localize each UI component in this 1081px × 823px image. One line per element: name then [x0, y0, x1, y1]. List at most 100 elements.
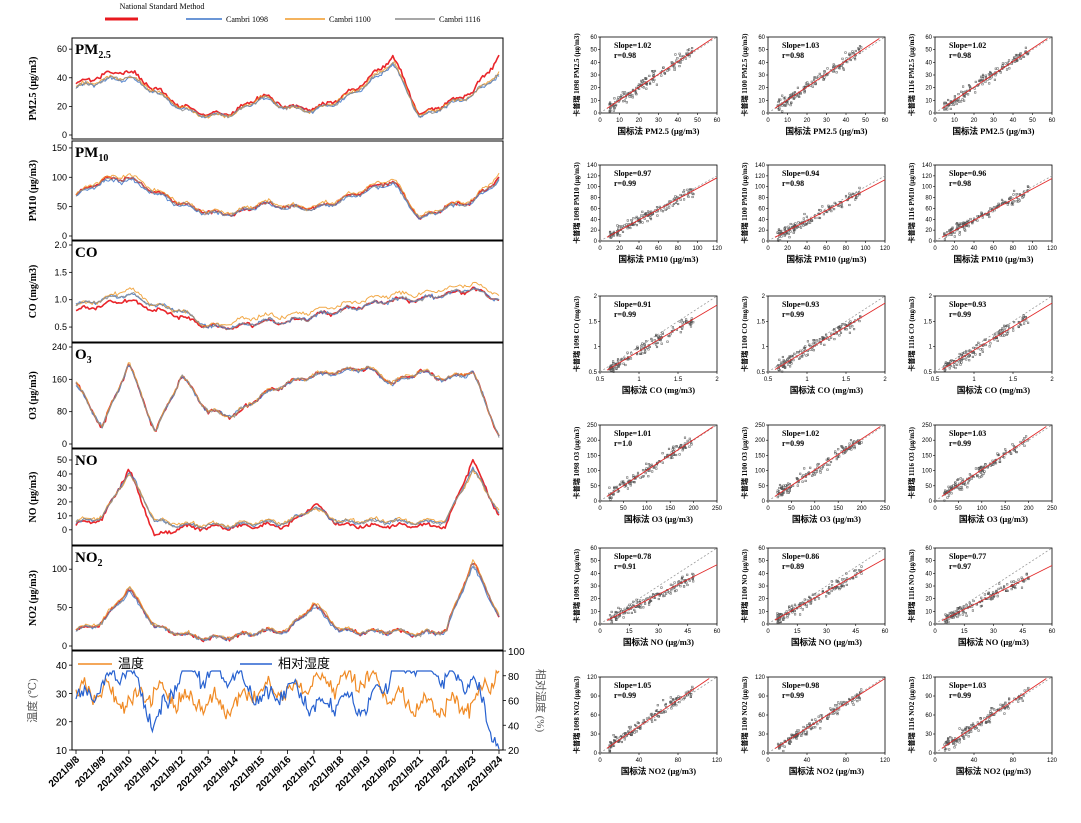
x-tick-label: 20 — [804, 118, 811, 124]
x-tick-label: 15 — [961, 629, 968, 635]
data-point — [778, 235, 781, 238]
data-point — [660, 342, 663, 345]
data-point — [655, 206, 659, 209]
data-point — [845, 577, 849, 580]
data-point — [819, 338, 822, 341]
data-point — [629, 95, 632, 98]
data-point — [790, 94, 793, 97]
data-point — [948, 748, 951, 751]
y-tick-label: 150 — [587, 453, 598, 459]
data-point — [679, 198, 682, 201]
data-point — [625, 223, 628, 226]
data-point — [813, 339, 816, 342]
y-tick-label: 1.5 — [589, 319, 598, 325]
data-point — [837, 448, 840, 451]
y-tick-label: 100 — [587, 185, 598, 191]
data-point — [830, 336, 833, 339]
data-point — [1022, 580, 1025, 583]
slope-annotation: Slope=0.97 — [614, 169, 651, 178]
y-axis-label: 卡普瑞 1098 NO (μg/m3) — [572, 548, 581, 623]
data-point — [970, 477, 973, 480]
x-tick-label: 0 — [766, 246, 770, 252]
y-tick-label: 200 — [587, 438, 598, 444]
data-point — [986, 714, 989, 717]
data-point — [635, 601, 638, 604]
data-point — [849, 58, 852, 62]
data-point — [615, 103, 618, 106]
data-point — [804, 733, 807, 736]
data-point — [670, 451, 673, 454]
data-point — [670, 701, 673, 704]
y-tick-label: 60 — [590, 713, 597, 719]
slope-annotation: Slope=0.98 — [782, 681, 819, 690]
y-tick-label: 2 — [762, 294, 766, 300]
data-point — [633, 481, 636, 484]
data-point — [972, 346, 975, 349]
data-point — [780, 235, 783, 238]
series-line-temperature — [75, 669, 500, 720]
y-axis-label: 卡普瑞 1100 O3 (μg/m3) — [740, 426, 749, 499]
data-point — [849, 194, 853, 197]
series-line-cambri-1100 — [75, 559, 500, 641]
data-point — [643, 351, 647, 354]
data-point — [960, 353, 963, 357]
y-right-tick-label: 80 — [508, 672, 520, 683]
series-line-cambri-1100 — [75, 61, 500, 119]
data-point — [799, 92, 802, 95]
data-point — [1004, 450, 1008, 453]
data-point — [984, 80, 987, 83]
data-point — [668, 206, 671, 209]
y-tick-label: 60 — [590, 35, 597, 41]
data-point — [953, 235, 956, 238]
data-point — [796, 351, 799, 354]
data-point — [976, 474, 979, 477]
data-point — [789, 230, 792, 233]
x-tick-label: 0 — [933, 629, 937, 635]
panel-no: 0 10 20 30 40 50 NO NO (μg/m3) — [28, 448, 504, 546]
data-point — [608, 109, 611, 112]
scatter-o3-3: 0 50 100 150 200 250 0 50 100 150 200 250 Slope=1.03… — [907, 423, 1058, 524]
data-point — [955, 740, 958, 743]
data-point — [780, 487, 783, 490]
data-point — [670, 707, 673, 710]
series-line-cambri-1098 — [75, 63, 500, 119]
y-tick-label: 10 — [56, 746, 68, 757]
y-axis-label: CO (mg/m3) — [28, 265, 39, 319]
data-point — [797, 480, 800, 484]
one-to-one-line — [767, 547, 886, 625]
one-to-one-line — [934, 547, 1053, 625]
data-point — [633, 222, 637, 225]
y-tick-label: 120 — [587, 174, 598, 180]
x-tick-label: 0 — [598, 629, 602, 635]
data-point — [981, 350, 984, 353]
data-point — [672, 202, 676, 206]
data-point — [1015, 193, 1018, 196]
data-point — [962, 95, 965, 98]
data-point — [615, 234, 619, 237]
y-tick-label: 20 — [925, 228, 932, 234]
scatter-co-3: 0.5 1 1.5 2 0.5 1 1.5 2 Slope=0.93r=0.99 国标法 CO (… — [907, 294, 1054, 395]
data-point — [809, 602, 812, 605]
data-point — [968, 354, 971, 357]
data-point — [960, 100, 963, 103]
data-point — [956, 486, 959, 489]
data-point — [801, 355, 804, 358]
data-point — [1027, 321, 1030, 324]
data-point — [608, 749, 612, 753]
data-point — [851, 701, 854, 704]
data-point — [815, 339, 818, 342]
data-point — [947, 620, 950, 623]
y-tick-label: 150 — [755, 453, 766, 459]
data-point — [637, 83, 640, 86]
x-tick-label: 1 — [805, 377, 809, 383]
data-point — [1005, 68, 1009, 71]
x-tick-label: 250 — [880, 506, 891, 512]
data-point — [852, 703, 855, 706]
data-point — [840, 585, 844, 588]
data-point — [663, 710, 666, 713]
x-tick-label: 120 — [712, 246, 723, 252]
y-tick-label: 1.5 — [924, 319, 933, 325]
legend-label-temperature: 温度 — [118, 656, 144, 671]
scatter-no2-3: 0 40 80 120 0 30 60 90 120 Slope=1.03r=0.99 国标法 NO… — [907, 675, 1058, 776]
data-point — [958, 737, 961, 741]
